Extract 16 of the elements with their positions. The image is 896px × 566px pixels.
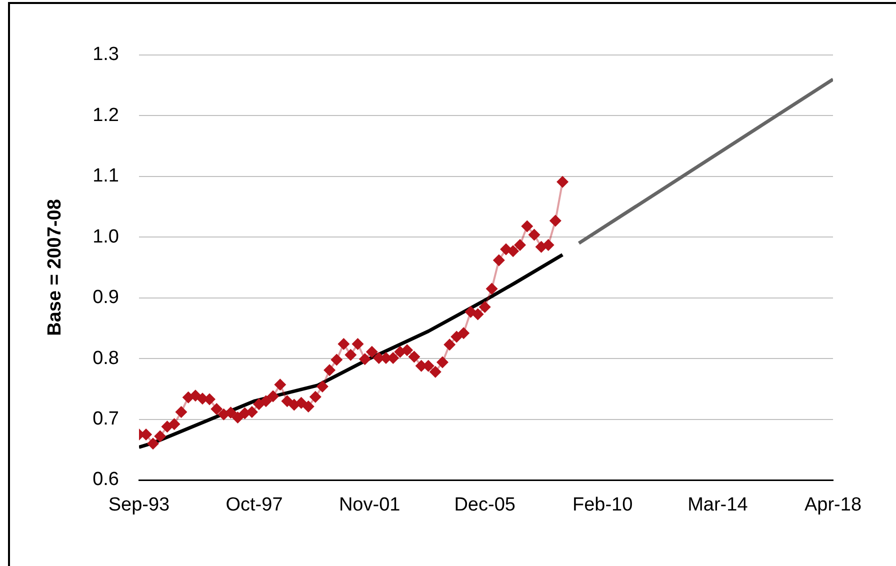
y-tick-label: 1.0	[92, 226, 119, 248]
x-tick-label: Nov-01	[338, 494, 400, 516]
y-tick-label: 0.7	[92, 408, 119, 430]
y-tick-label: 0.6	[92, 469, 119, 490]
x-tick-label: Feb-10	[572, 494, 633, 516]
y-tick-label: 0.8	[92, 348, 119, 369]
y-tick-label: 1.1	[92, 166, 119, 187]
x-tick-label: Oct-97	[226, 494, 283, 516]
y-tick-label: 0.9	[92, 287, 119, 308]
y-axis-title: Base = 2007-08	[44, 199, 66, 336]
x-tick-label: Dec-05	[454, 494, 516, 516]
y-tick-label: 1.2	[92, 104, 119, 126]
y-tick-label: 1.3	[92, 44, 119, 66]
x-tick-label: Apr-18	[804, 494, 862, 516]
x-tick-label: Sep-93	[108, 494, 170, 516]
x-tick-label: Mar-14	[688, 494, 748, 516]
